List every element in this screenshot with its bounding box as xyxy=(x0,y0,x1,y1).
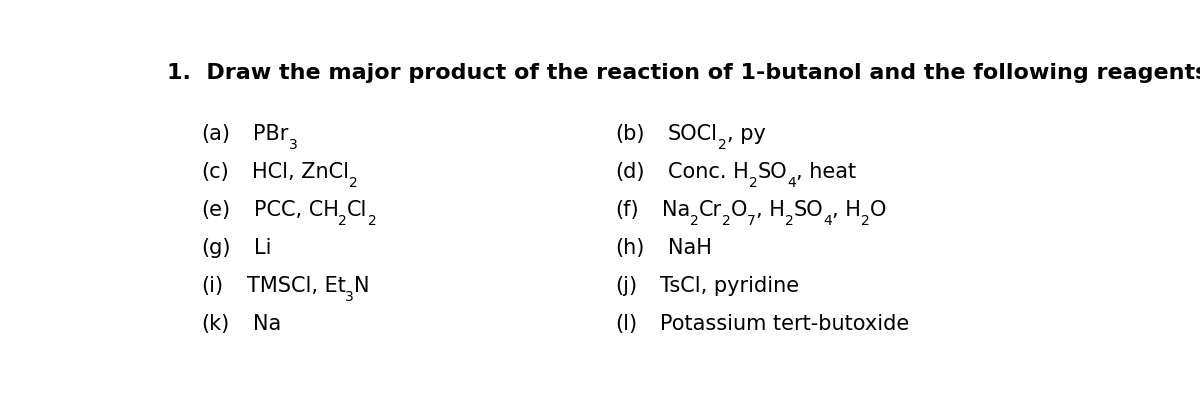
Text: TsCl, pyridine: TsCl, pyridine xyxy=(660,276,799,296)
Text: , py: , py xyxy=(726,124,766,144)
Text: (d): (d) xyxy=(616,162,644,182)
Text: (a): (a) xyxy=(202,124,230,144)
Text: , heat: , heat xyxy=(796,162,856,182)
Text: PBr: PBr xyxy=(253,124,289,144)
Text: 3: 3 xyxy=(346,290,354,304)
Text: (k): (k) xyxy=(202,314,229,334)
Text: 2: 2 xyxy=(860,214,870,228)
Text: , H: , H xyxy=(756,200,785,220)
Text: Cl: Cl xyxy=(347,200,367,220)
Text: (i): (i) xyxy=(202,276,223,296)
Text: (l): (l) xyxy=(616,314,637,334)
Text: (g): (g) xyxy=(202,238,230,258)
Text: N: N xyxy=(354,276,370,296)
Text: (c): (c) xyxy=(202,162,229,182)
Text: 4: 4 xyxy=(787,176,796,190)
Text: Cr: Cr xyxy=(698,200,722,220)
Text: (e): (e) xyxy=(202,200,230,220)
Text: SO: SO xyxy=(793,200,823,220)
Text: 2: 2 xyxy=(367,214,377,228)
Text: Na: Na xyxy=(253,314,281,334)
Text: 2: 2 xyxy=(722,214,731,228)
Text: 1.  Draw the major product of the reaction of 1-butanol and the following reagen: 1. Draw the major product of the reactio… xyxy=(167,63,1200,83)
Text: (b): (b) xyxy=(616,124,644,144)
Text: PCC, CH: PCC, CH xyxy=(253,200,338,220)
Text: 2: 2 xyxy=(690,214,698,228)
Text: TMSCl, Et: TMSCl, Et xyxy=(246,276,346,296)
Text: 4: 4 xyxy=(823,214,832,228)
Text: SO: SO xyxy=(757,162,787,182)
Text: O: O xyxy=(731,200,748,220)
Text: (h): (h) xyxy=(616,238,644,258)
Text: O: O xyxy=(870,200,886,220)
Text: NaH: NaH xyxy=(667,238,712,258)
Text: 2: 2 xyxy=(785,214,793,228)
Text: (f): (f) xyxy=(616,200,638,220)
Text: 2: 2 xyxy=(718,138,726,152)
Text: Na: Na xyxy=(662,200,690,220)
Text: 2: 2 xyxy=(338,214,347,228)
Text: 3: 3 xyxy=(289,138,298,152)
Text: HCl, ZnCl: HCl, ZnCl xyxy=(252,162,349,182)
Text: 2: 2 xyxy=(349,176,358,190)
Text: Potassium tert-butoxide: Potassium tert-butoxide xyxy=(660,314,910,334)
Text: , H: , H xyxy=(832,200,860,220)
Text: 2: 2 xyxy=(749,176,757,190)
Text: SOCl: SOCl xyxy=(667,124,718,144)
Text: Conc. H: Conc. H xyxy=(667,162,749,182)
Text: (j): (j) xyxy=(616,276,637,296)
Text: 7: 7 xyxy=(748,214,756,228)
Text: Li: Li xyxy=(254,238,271,258)
